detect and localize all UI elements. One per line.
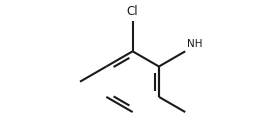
Text: Cl: Cl [127,5,138,18]
Text: NH: NH [187,39,202,49]
